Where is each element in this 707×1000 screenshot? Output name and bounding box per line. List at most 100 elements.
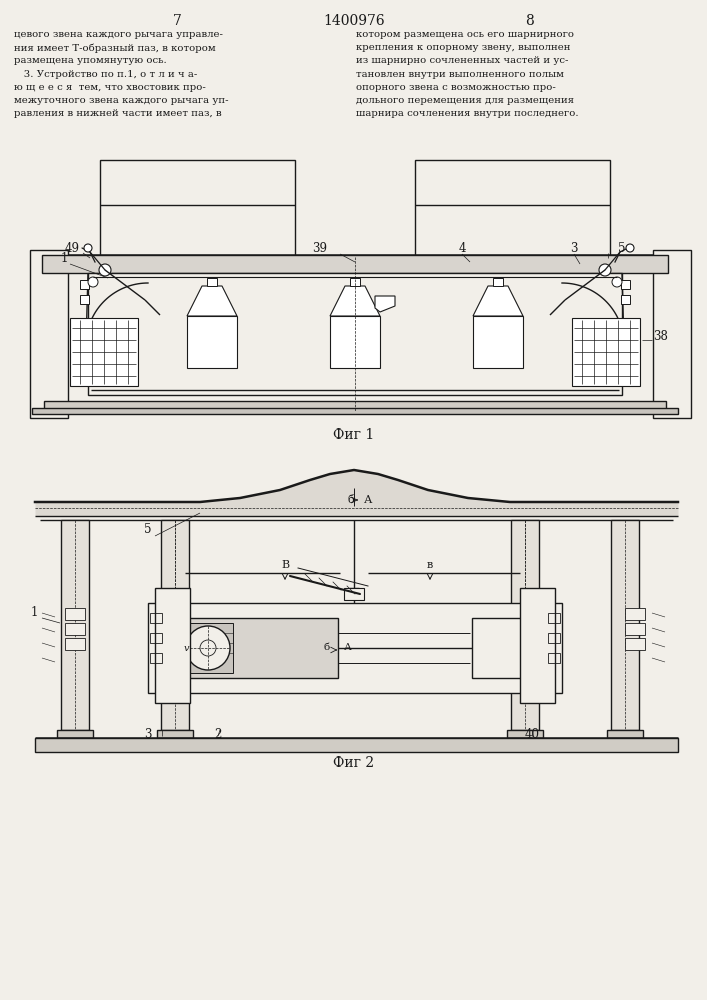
Bar [548,633,560,643]
Bar [625,623,645,635]
Bar [30,250,68,418]
Bar [65,638,85,650]
Bar [42,255,668,273]
Bar [472,618,537,678]
Bar [161,520,189,730]
Bar [653,250,691,418]
Text: 4: 4 [458,242,466,255]
Bar [548,653,560,663]
Circle shape [200,640,216,656]
Text: 8: 8 [525,14,534,28]
Text: межуточного звена каждого рычага уп-: межуточного звена каждого рычага уп- [14,96,228,105]
Text: б: б [324,643,330,652]
Text: 7: 7 [173,14,182,28]
Text: 40: 40 [525,728,539,741]
Text: А: А [364,495,373,505]
Text: равления в нижней части имеет паз, в: равления в нижней части имеет паз, в [14,109,221,118]
Circle shape [186,626,230,670]
Polygon shape [473,286,523,316]
Polygon shape [330,286,380,316]
Text: дольного перемещения для размещения: дольного перемещения для размещения [356,96,574,105]
Bar [344,588,364,600]
Bar [572,318,640,386]
Bar [157,730,193,738]
Circle shape [84,244,92,252]
Bar [207,278,217,286]
Text: размещена упомянутую ось.: размещена упомянутую ось. [14,56,167,65]
Text: 1400976: 1400976 [323,14,385,28]
Bar [65,623,85,635]
Circle shape [612,277,622,287]
Text: 49: 49 [65,242,80,255]
Bar [611,520,639,730]
Bar [607,730,643,738]
Bar [150,653,162,663]
Text: цевого звена каждого рычага управле-: цевого звена каждого рычага управле- [14,30,223,39]
Bar [625,638,645,650]
Bar [415,160,610,256]
Bar [621,295,630,304]
Bar [150,633,162,643]
Bar [520,588,555,703]
Text: 38: 38 [653,330,668,343]
Text: котором размещена ось его шарнирного: котором размещена ось его шарнирного [356,30,574,39]
Circle shape [511,642,523,654]
Bar [625,608,645,620]
Circle shape [599,264,611,276]
Bar [173,623,233,673]
Text: v: v [183,644,189,653]
Bar [155,588,190,703]
Circle shape [499,630,535,666]
Text: В: В [281,560,289,570]
Bar [70,318,138,386]
Bar [350,278,360,286]
Text: 3. Устройство по п.1, о т л и ч а-: 3. Устройство по п.1, о т л и ч а- [14,70,197,79]
Text: из шарнирно сочлененных частей и ус-: из шарнирно сочлененных частей и ус- [356,56,568,65]
Bar [61,520,89,730]
Text: Фиг 1: Фиг 1 [334,428,375,442]
Text: б: б [347,495,354,505]
Text: 5: 5 [144,523,152,536]
Bar [80,280,89,289]
Bar [507,730,543,738]
Bar [493,278,503,286]
Text: 1: 1 [30,606,38,619]
Text: тановлен внутри выполненного полым: тановлен внутри выполненного полым [356,70,564,79]
Text: в: в [427,560,433,570]
Polygon shape [375,296,395,312]
Text: 39: 39 [312,242,327,255]
Bar [42,255,668,413]
Text: опорного звена с возможностью про-: опорного звена с возможностью про- [356,83,556,92]
Bar [473,316,523,368]
Bar [187,316,237,368]
Bar [148,603,562,693]
Polygon shape [187,286,237,316]
Bar [548,613,560,623]
Bar [44,401,666,413]
Text: 2: 2 [214,728,222,741]
Text: ю щ е е с я  тем, что хвостовик про-: ю щ е е с я тем, что хвостовик про- [14,83,206,92]
Circle shape [99,264,111,276]
Bar [80,295,89,304]
Text: А: А [344,643,352,652]
Bar [330,316,380,368]
Bar [511,520,539,730]
Bar [32,408,678,414]
Bar [35,738,678,752]
Bar [57,730,93,738]
Text: крепления к опорному звену, выполнен: крепления к опорному звену, выполнен [356,43,571,52]
Text: 3: 3 [571,242,578,255]
Text: Фиг 2: Фиг 2 [334,756,375,770]
Text: 1: 1 [61,252,68,265]
Text: 3: 3 [144,728,152,741]
Bar [65,608,85,620]
Bar [168,618,338,678]
Bar [150,613,162,623]
Bar [88,273,622,395]
Text: 5: 5 [618,242,626,255]
Text: ния имеет Т-образный паз, в котором: ния имеет Т-образный паз, в котором [14,43,216,53]
Bar [100,160,295,256]
Text: шарнира сочленения внутри последнего.: шарнира сочленения внутри последнего. [356,109,578,118]
Circle shape [626,244,634,252]
Circle shape [88,277,98,287]
